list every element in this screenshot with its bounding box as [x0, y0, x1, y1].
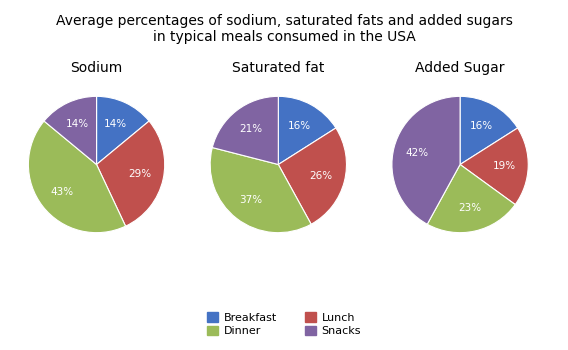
Wedge shape — [278, 128, 346, 224]
Title: Saturated fat: Saturated fat — [232, 61, 324, 75]
Text: 14%: 14% — [66, 119, 89, 130]
Text: 23%: 23% — [458, 203, 481, 213]
Text: 21%: 21% — [240, 125, 263, 134]
Text: 43%: 43% — [50, 187, 73, 197]
Text: 14%: 14% — [104, 119, 127, 130]
Wedge shape — [212, 96, 278, 164]
Wedge shape — [427, 164, 515, 233]
Wedge shape — [460, 128, 528, 204]
Text: 42%: 42% — [406, 148, 429, 159]
Text: 26%: 26% — [310, 170, 333, 181]
Legend: Breakfast, Dinner, Lunch, Snacks: Breakfast, Dinner, Lunch, Snacks — [203, 308, 365, 341]
Wedge shape — [97, 121, 165, 226]
Text: 16%: 16% — [288, 121, 311, 131]
Text: 16%: 16% — [470, 121, 493, 131]
Text: 29%: 29% — [128, 169, 151, 179]
Text: 19%: 19% — [493, 161, 516, 171]
Wedge shape — [44, 96, 97, 164]
Wedge shape — [392, 96, 460, 224]
Wedge shape — [210, 148, 311, 233]
Wedge shape — [278, 96, 336, 164]
Text: 37%: 37% — [240, 195, 263, 204]
Title: Sodium: Sodium — [70, 61, 123, 75]
Title: Added Sugar: Added Sugar — [415, 61, 505, 75]
Wedge shape — [28, 121, 126, 233]
Text: Average percentages of sodium, saturated fats and added sugars
in typical meals : Average percentages of sodium, saturated… — [56, 14, 512, 44]
Wedge shape — [97, 96, 149, 164]
Wedge shape — [460, 96, 517, 164]
